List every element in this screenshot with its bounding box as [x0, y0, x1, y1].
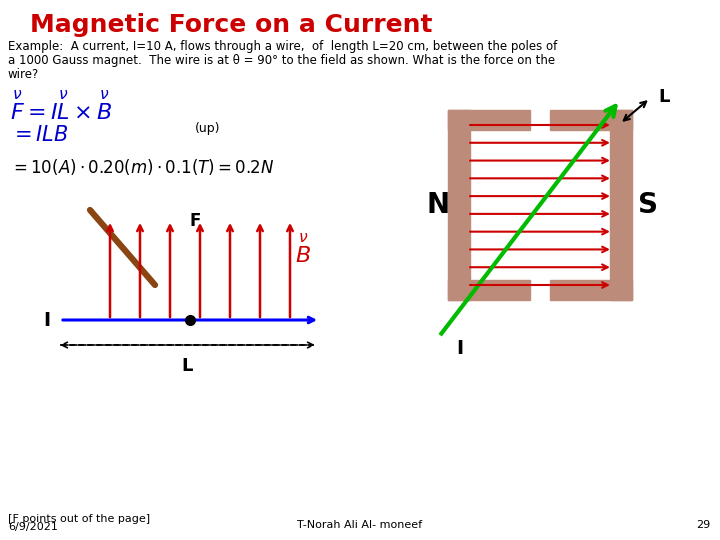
Polygon shape: [448, 110, 470, 300]
Text: L: L: [658, 88, 670, 106]
Text: S: S: [638, 191, 658, 219]
Text: I: I: [456, 339, 464, 357]
Text: N: N: [427, 191, 450, 219]
Text: a 1000 Gauss magnet.  The wire is at θ = 90° to the field as shown. What is the : a 1000 Gauss magnet. The wire is at θ = …: [8, 54, 555, 67]
Text: F: F: [189, 212, 201, 230]
Polygon shape: [610, 110, 632, 300]
Text: [F points out of the page]: [F points out of the page]: [8, 514, 150, 524]
Text: Magnetic Force on a Current: Magnetic Force on a Current: [30, 13, 433, 37]
Polygon shape: [550, 110, 632, 130]
Polygon shape: [550, 280, 632, 300]
Text: I: I: [43, 310, 50, 329]
Text: $=10(A)\cdot0.20(m)\cdot0.1(T) = 0.2N$: $=10(A)\cdot0.20(m)\cdot0.1(T) = 0.2N$: [10, 157, 274, 177]
Text: 6/9/2021: 6/9/2021: [8, 522, 58, 532]
Text: $= ILB$: $= ILB$: [10, 125, 68, 145]
Text: 29: 29: [696, 520, 710, 530]
Text: L: L: [181, 357, 193, 375]
Polygon shape: [448, 280, 530, 300]
Polygon shape: [448, 110, 530, 130]
Text: $\overset{\nu}{F}=I\overset{\nu}{L}\times\overset{\nu}{B}$: $\overset{\nu}{F}=I\overset{\nu}{L}\time…: [10, 90, 112, 124]
Text: $\overset{\nu}{B}$: $\overset{\nu}{B}$: [295, 233, 311, 267]
Text: (up): (up): [195, 122, 220, 135]
Text: Example:  A current, I=10 A, flows through a wire,  of  length L=20 cm, between : Example: A current, I=10 A, flows throug…: [8, 40, 557, 53]
Text: wire?: wire?: [8, 68, 40, 81]
Text: T-Norah Ali Al- moneef: T-Norah Ali Al- moneef: [297, 520, 423, 530]
